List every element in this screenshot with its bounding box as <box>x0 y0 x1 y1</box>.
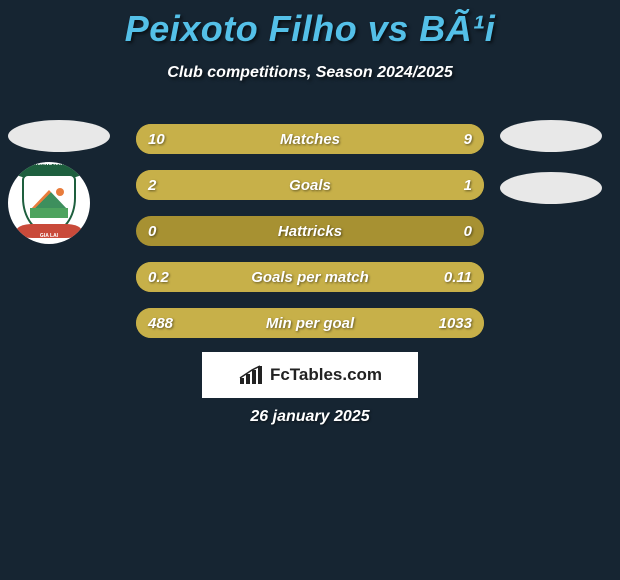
stat-label: Min per goal <box>136 315 484 332</box>
club-placeholder-oval <box>8 120 110 152</box>
stat-right-value: 9 <box>464 131 472 148</box>
stat-right-value: 0.11 <box>444 269 472 286</box>
comparison-date: 26 january 2025 <box>0 408 620 426</box>
watermark: FcTables.com <box>202 352 418 398</box>
chart-icon <box>238 364 264 386</box>
stat-row: 0Hattricks0 <box>136 216 484 246</box>
comparison-title: Peixoto Filho vs BÃ¹i <box>0 0 620 50</box>
comparison-subtitle: Club competitions, Season 2024/2025 <box>0 64 620 82</box>
stat-right-value: 1033 <box>439 315 472 332</box>
stat-label: Hattricks <box>136 223 484 240</box>
watermark-text: FcTables.com <box>270 365 382 385</box>
stat-right-value: 1 <box>464 177 472 194</box>
stat-row: 10Matches9 <box>136 124 484 154</box>
stat-label: Goals per match <box>136 269 484 286</box>
club-placeholder-oval <box>500 120 602 152</box>
badge-top-text: HOANG ANH <box>14 162 84 167</box>
club-badge-graphic: HOANG ANH GIA LAI <box>20 168 78 238</box>
club-placeholder-oval <box>500 172 602 204</box>
badge-bottom-text: GIA LAI <box>16 233 82 239</box>
stat-label: Goals <box>136 177 484 194</box>
stat-right-value: 0 <box>464 223 472 240</box>
right-club-column <box>500 120 602 204</box>
stat-row: 488Min per goal1033 <box>136 308 484 338</box>
club-badge: HOANG ANH GIA LAI <box>8 162 90 244</box>
stat-row: 0.2Goals per match0.11 <box>136 262 484 292</box>
stats-container: 10Matches92Goals10Hattricks00.2Goals per… <box>136 124 484 354</box>
left-club-column: HOANG ANH GIA LAI <box>8 120 110 244</box>
stat-row: 2Goals1 <box>136 170 484 200</box>
stat-label: Matches <box>136 131 484 148</box>
